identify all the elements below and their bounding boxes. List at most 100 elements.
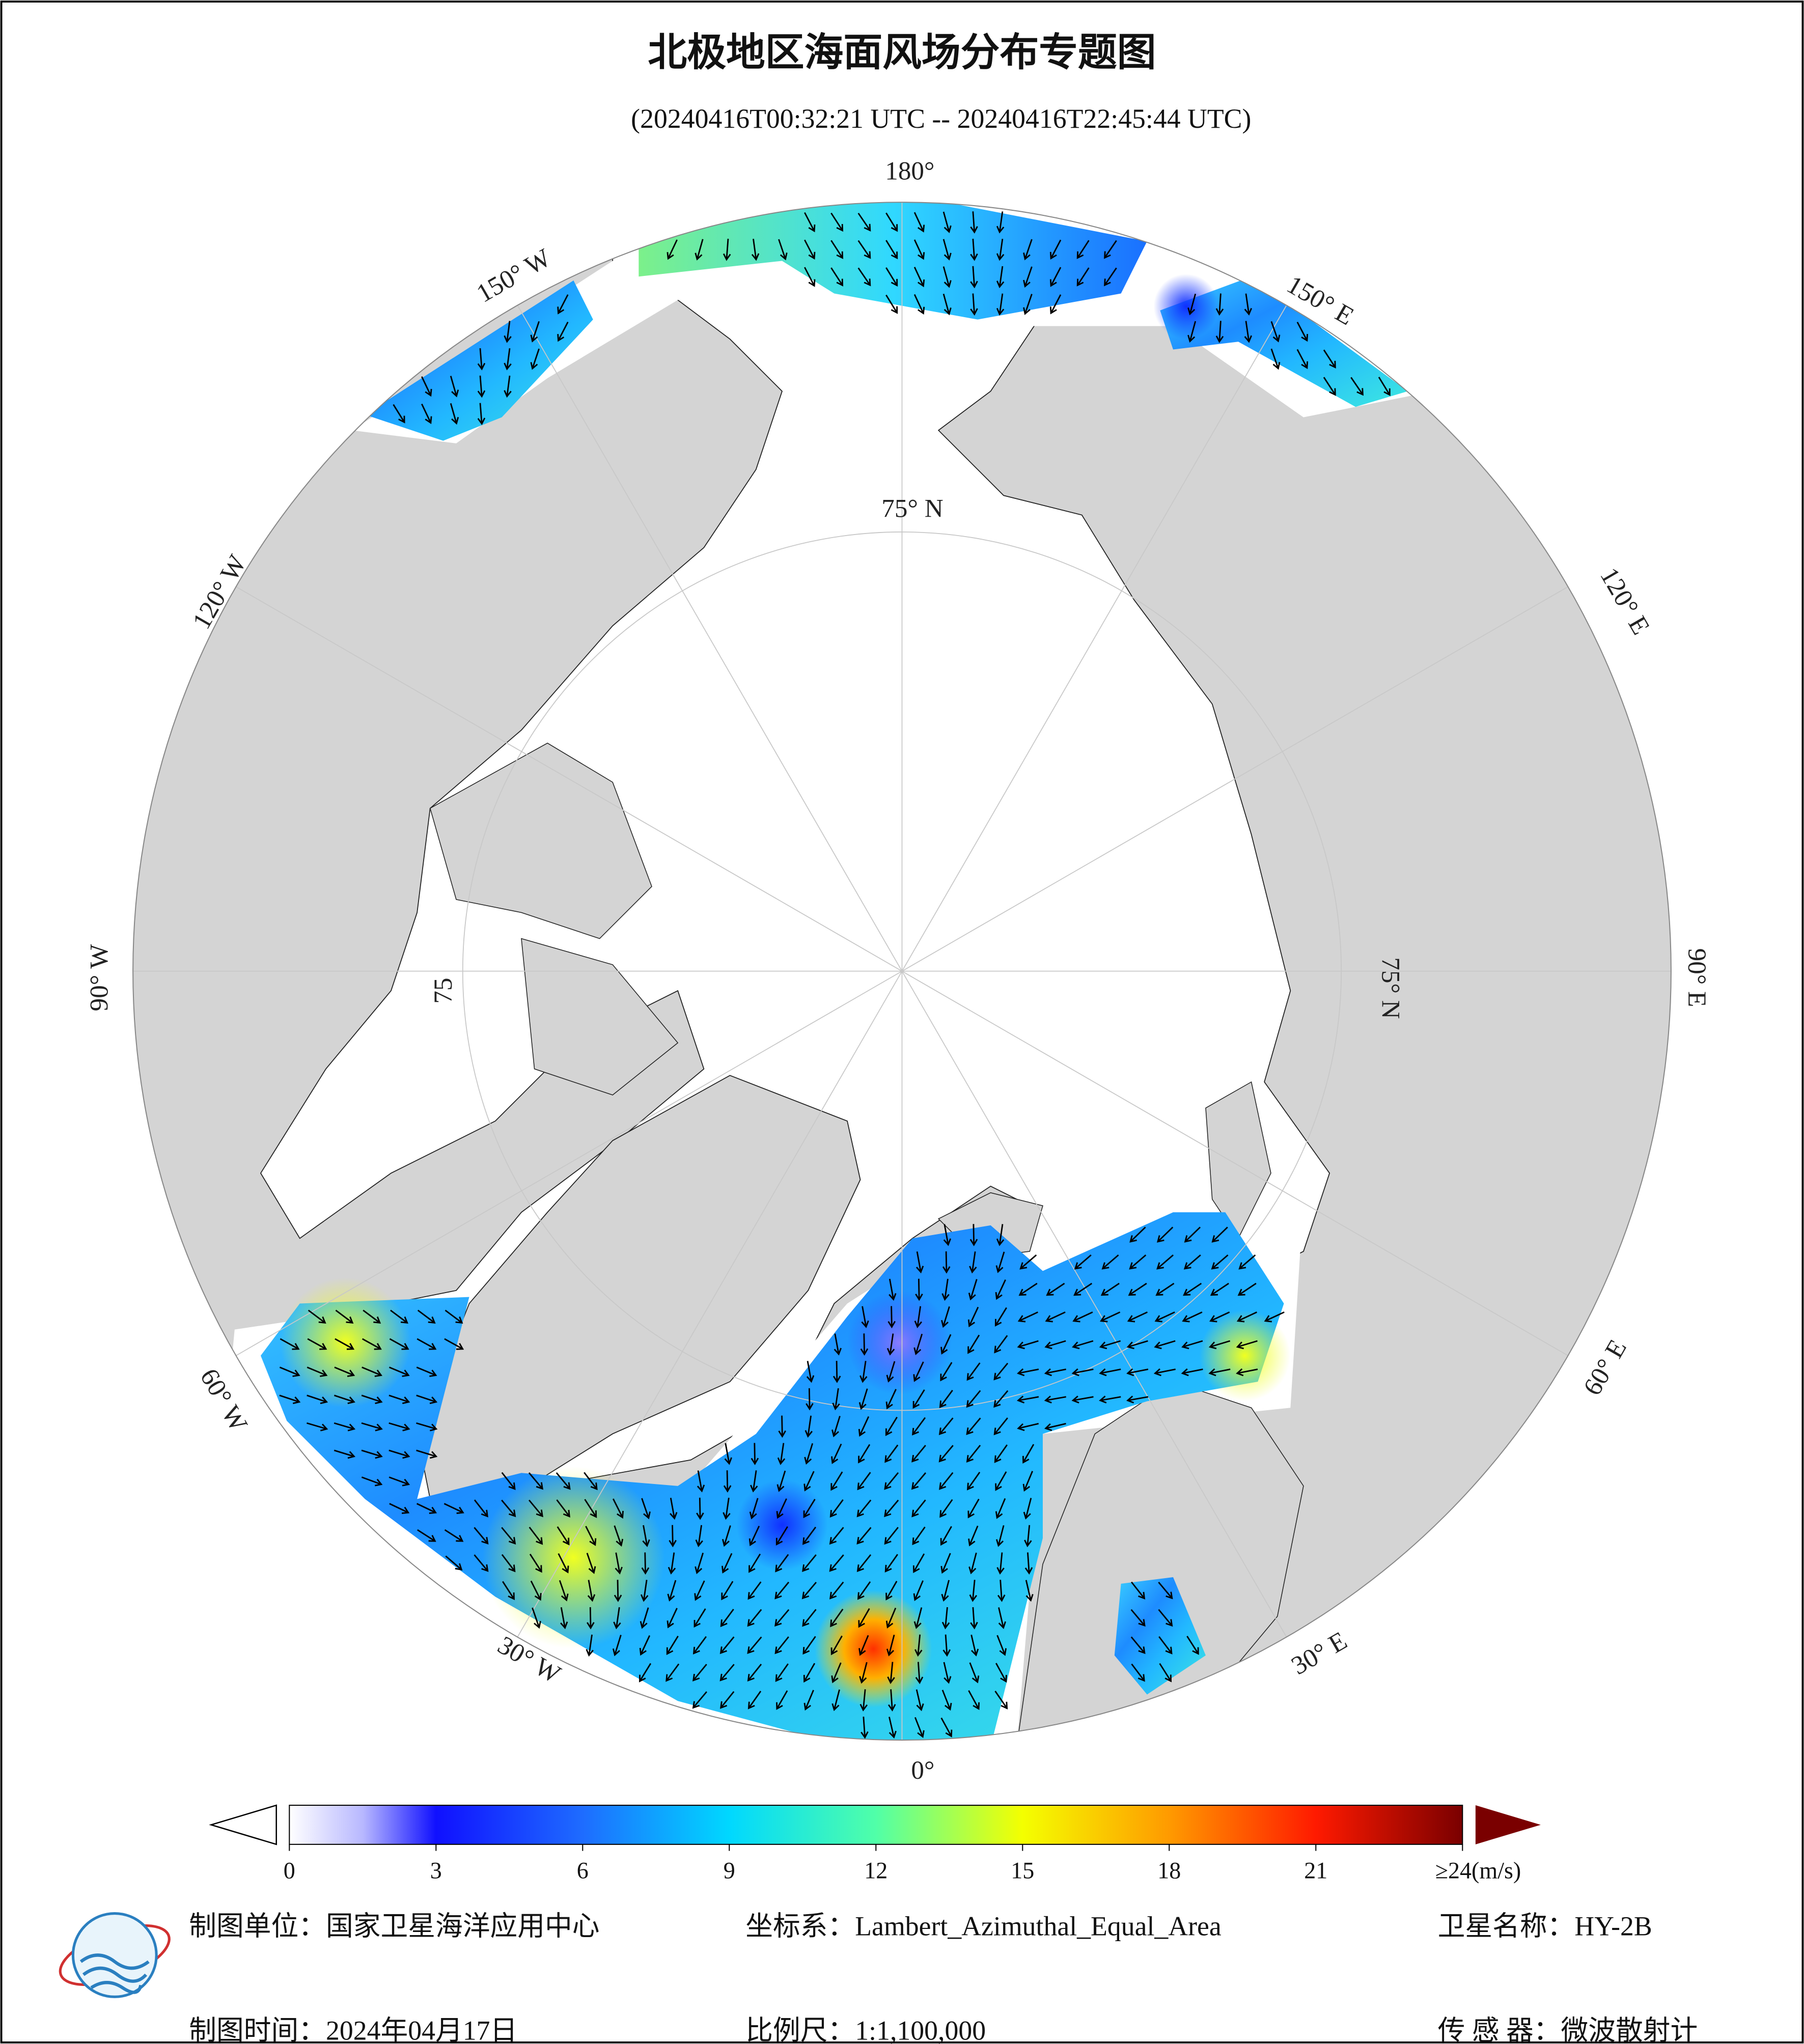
wind-arrow [970,266,978,289]
wind-arrow [501,1472,516,1490]
wind-arrow [942,1251,951,1274]
wind-arrow [388,1394,410,1404]
footer-unit: 制图单位：国家卫星海洋应用中心 [189,1911,599,1942]
wind-arrow [889,1717,897,1739]
wind-high [280,1277,411,1408]
wind-arrow [666,1635,679,1655]
wind-arrow [361,1394,383,1404]
wind-arrow [941,1278,950,1301]
wind-arrow [940,1553,951,1574]
wind-arrow [939,1499,953,1518]
wind-arrow [1154,1340,1176,1350]
wind-arrow [1155,1282,1175,1296]
wind-low [847,1290,952,1395]
wind-arrow [995,1498,1006,1519]
wind-arrow [445,1309,463,1324]
wind-arrow [720,1609,734,1628]
wind-arrow [806,1388,814,1411]
wind-arrow [280,1338,300,1350]
wind-arrow [1131,1581,1146,1600]
wind-arrow [829,1527,844,1545]
wind-arrow [1076,240,1090,259]
wind-arrow [697,1470,705,1493]
wind-arrow [887,1689,896,1712]
north-pacific [352,202,1434,443]
footer-sensor: 传 感 器：微波散射计 [1438,2015,1698,2044]
wind-arrow [858,1635,869,1656]
wind-arrow [1016,1395,1039,1404]
wind-arrow [559,1580,569,1602]
wind-arrow [362,1366,383,1377]
wind-arrow [721,1553,733,1574]
wind-arrow [887,1662,895,1685]
wind-arrow [803,1471,815,1492]
wind-arrow [858,1444,871,1464]
wind-arrow [968,1525,979,1547]
wind-arrow [1104,267,1117,287]
wind-arrow [940,1334,952,1355]
wind-arrow [416,1449,438,1459]
colorbar-over [1475,1805,1541,1844]
wind-high [1199,1310,1291,1402]
wind-arrow [967,1306,979,1328]
wind-arrow [1019,1254,1037,1270]
wind-arrow [1211,1254,1229,1270]
wind-arrow [858,1416,870,1437]
wind-arrow [914,1717,925,1739]
wind-arrow [361,1422,383,1432]
wind-arrow [1236,1311,1258,1323]
wind-arrow [775,1554,789,1573]
wind-arrow [614,1580,622,1602]
wind-arrow [669,1525,677,1548]
wind-arrow [1210,1282,1229,1296]
wind-arrow [911,1417,926,1436]
wind-arrow [1211,1226,1228,1243]
wind-arrow [886,1333,895,1356]
wind-arrow [721,1581,734,1601]
wind-arrow [1153,1368,1176,1377]
wind-arrow [1049,267,1062,287]
wind-arrow [857,212,871,232]
wind-arrow [557,321,569,342]
wind-arrow [885,1416,898,1436]
wind-arrow [696,1497,704,1520]
wind-arrow [416,1394,438,1404]
wind-arrow [802,1636,816,1655]
wind-arrow [1182,1311,1203,1323]
footer: 制图单位：国家卫星海洋应用中心 坐标系：Lambert_Azimuthal_Eq… [59,1911,1698,2044]
wind-arrow [747,1636,762,1654]
wind-arrow [941,1690,952,1711]
wind-high [482,1466,665,1649]
wind-arrow [913,1333,923,1356]
wind-arrow [474,1499,488,1518]
wind-arrows [279,211,1391,1739]
wind-arrow [1154,1311,1175,1323]
wind-arrow [801,1582,817,1600]
wind-arrow [719,1691,735,1709]
wind-arrow [307,1338,327,1350]
wind-arrow [831,1662,842,1684]
colorbar-tick-label: 18 [1157,1858,1181,1884]
subtitle: (20240416T00:32:21 UTC -- 20240416T22:45… [631,103,1251,134]
wind-arrow [967,1498,980,1519]
wind-arrow [1183,1282,1202,1296]
meridian [901,305,1287,972]
wind-arrow [667,239,678,260]
wind-arrow [417,1503,437,1514]
wind-arrow [1024,1525,1032,1548]
wind-arrow [1270,348,1281,370]
wind-arrow [751,1443,759,1466]
wind-arrow [1186,1636,1199,1655]
wind-arrow [1017,1423,1039,1432]
wind-arrow [969,1224,978,1246]
wind-arrow [558,1553,569,1574]
wind-arrow [970,1607,978,1630]
map [133,202,1671,1741]
wind-arrow [334,1422,356,1432]
wind-patch [1160,276,1408,407]
wind-arrow [912,1526,926,1546]
wind-arrow [1181,1340,1203,1350]
wind-arrow [695,1525,703,1548]
wind-patch [260,1212,1284,1741]
